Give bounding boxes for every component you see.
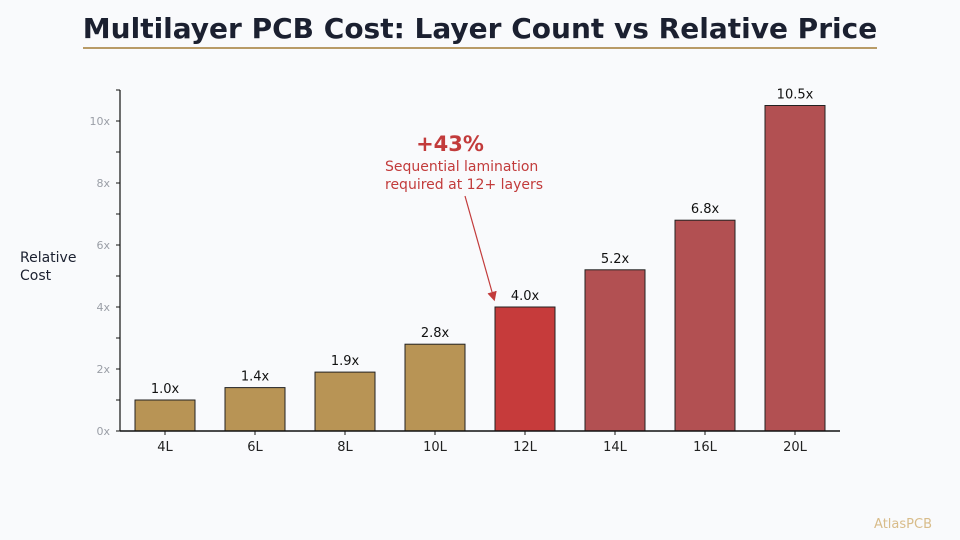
y-tick-label: 0x: [96, 425, 110, 438]
y-tick-label: 4x: [96, 301, 110, 314]
annotation-headline: +43%: [416, 132, 484, 156]
annotation-line-1: Sequential lamination: [385, 159, 538, 175]
x-tick-label-8L: 8L: [337, 440, 353, 455]
x-tick-label-14L: 14L: [603, 440, 628, 455]
x-tick-label-10L: 10L: [423, 440, 448, 455]
value-label-16L: 6.8x: [691, 202, 720, 217]
x-tick-label-6L: 6L: [247, 440, 263, 455]
value-label-6L: 1.4x: [241, 370, 270, 385]
value-label-8L: 1.9x: [331, 354, 360, 369]
bar-6L: [224, 387, 286, 432]
x-tick-label-12L: 12L: [513, 440, 538, 455]
value-label-4L: 1.0x: [151, 382, 180, 397]
x-tick-label-20L: 20L: [783, 440, 808, 455]
x-tick-label-16L: 16L: [693, 440, 718, 455]
annotation-line-2: required at 12+ layers: [385, 177, 543, 193]
x-tick-label-4L: 4L: [157, 440, 173, 455]
value-label-10L: 2.8x: [421, 326, 450, 341]
value-label-20L: 10.5x: [777, 88, 814, 103]
bar-10L: [404, 343, 466, 432]
bar-20L: [764, 105, 826, 432]
bar-12L: [494, 306, 556, 432]
brand-watermark: AtlasPCB: [874, 517, 932, 532]
chart-title: Multilayer PCB Cost: Layer Count vs Rela…: [82, 12, 878, 45]
value-label-14L: 5.2x: [601, 252, 630, 267]
y-axis-label: Relative Cost: [20, 250, 77, 284]
value-label-12L: 4.0x: [511, 289, 540, 304]
annotation-arrow: [464, 195, 497, 302]
y-tick-label: 8x: [96, 177, 110, 190]
bar-4L: [134, 399, 196, 432]
y-tick-label: 10x: [89, 115, 110, 128]
bar-8L: [314, 371, 376, 432]
y-tick-label: 2x: [96, 363, 110, 376]
y-tick-label: 6x: [96, 239, 110, 252]
title-underline: [83, 47, 877, 49]
bar-16L: [674, 219, 736, 432]
bar-14L: [584, 269, 646, 432]
